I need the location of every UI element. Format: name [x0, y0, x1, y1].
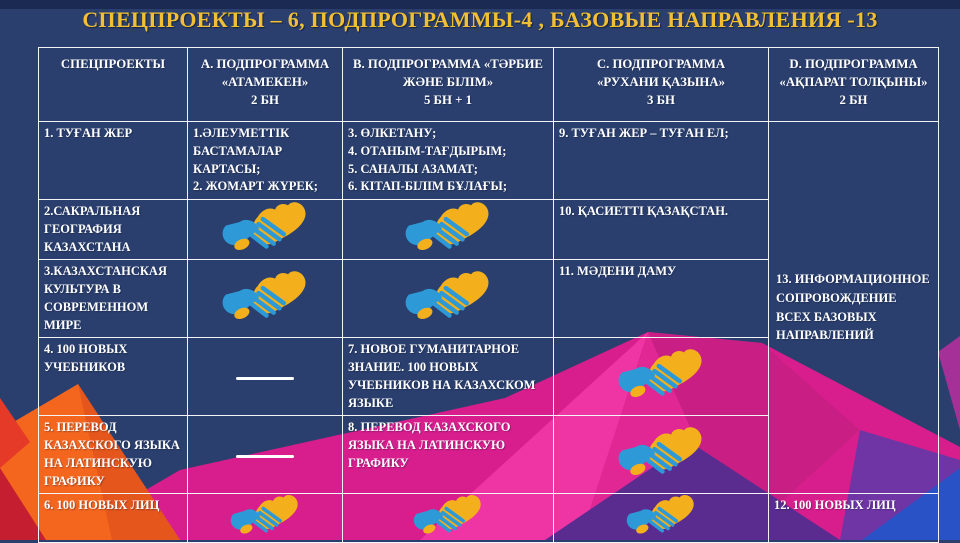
table-row: 3.КАЗАХСТАНСКАЯ КУЛЬТУРА В СОВРЕМЕННОМ М… [38, 259, 939, 339]
header-subprogram-c: С. ПОДПРОГРАММА «РУХАНИ ҚАЗЫНА» 3 БН [553, 47, 769, 122]
table-row: 1. ТУҒАН ЖЕР 1.ӘЛЕУМЕТТІК БАСТАМАЛАР КАР… [38, 120, 939, 495]
cell-tugan-zher: 1. ТУҒАН ЖЕР [38, 121, 188, 200]
cell-kasietti-kazakhstan: 10. ҚАСИЕТТІ ҚАЗАҚСТАН. [553, 198, 769, 261]
handshake-icon [229, 494, 301, 536]
projects-table: СПЕЦПРОЕКТЫ А. ПОДПРОГРАММА «АТАМЕКЕН» 2… [38, 47, 939, 543]
cell-handshake [187, 259, 343, 339]
header-subprogram-a: А. ПОДПРОГРАММА «АТАМЕКЕН» 2 БН [187, 47, 343, 122]
cell-handshake [187, 493, 343, 543]
handshake-icon [617, 348, 705, 400]
cell-sakralnaya-geografiya: 2.САКРАЛЬНАЯ ГЕОГРАФИЯ КАЗАХСТАНА [38, 198, 188, 261]
header-subprogram-d: D. ПОДПРОГРАММА «АҚПАРАТ ТОЛҚЫНЫ» 2 БН [768, 47, 939, 122]
cell-handshake [553, 337, 769, 417]
cell-dash [187, 337, 343, 417]
table-row: 4. 100 НОВЫХ УЧЕБНИКОВ 7. НОВОЕ ГУМАНИТА… [38, 337, 939, 417]
dash-icon [236, 376, 294, 380]
dash-icon [236, 454, 294, 458]
cell-12-100-novyh-lic: 12. 100 НОВЫХ ЛИЦ [768, 493, 939, 543]
cell-handshake [342, 259, 554, 339]
handshake-icon [625, 494, 697, 536]
header-row: СПЕЦПРОЕКТЫ А. ПОДПРОГРАММА «АТАМЕКЕН» 2… [38, 47, 939, 122]
table-row: 6. 100 НОВЫХ ЛИЦ 12. 100 НОВЫХ ЛИЦ [38, 493, 939, 543]
cell-handshake [342, 493, 554, 543]
cell-100-novyh-lic: 6. 100 НОВЫХ ЛИЦ [38, 493, 188, 543]
handshake-icon [617, 426, 705, 478]
cell-handshake [342, 198, 554, 261]
cell-handshake [553, 493, 769, 543]
cell-handshake [553, 415, 769, 495]
cell-olketanu-list: 3. ӨЛКЕТАНУ; 4. ОТАНЫМ-ТАҒДЫРЫМ; 5. САНА… [342, 121, 554, 200]
handshake-icon [404, 270, 492, 322]
header-subprogram-b: В. ПОДПРОГРАММА «ТӘРБИЕ ЖӘНЕ БІЛІМ» 5 БН… [342, 47, 554, 122]
cell-kazakh-kultura: 3.КАЗАХСТАНСКАЯ КУЛЬТУРА В СОВРЕМЕННОМ М… [38, 259, 188, 339]
header-specprojects: СПЕЦПРОЕКТЫ [38, 47, 188, 122]
table-row: 5. ПЕРЕВОД КАЗАХСКОГО ЯЗЫКА НА ЛАТИНСКУЮ… [38, 415, 939, 495]
cell-perevod-kazakh-latin: 8. ПЕРЕВОД КАЗАХСКОГО ЯЗЫКА НА ЛАТИНСКУЮ… [342, 415, 554, 495]
cell-tugan-zher-tugan-el: 9. ТУҒАН ЖЕР – ТУҒАН ЕЛ; [553, 121, 769, 200]
handshake-icon [404, 201, 492, 253]
cell-madeni-damu: 11. МӘДЕНИ ДАМУ [553, 259, 769, 339]
cell-novoe-gumanitarnoe-znanie: 7. НОВОЕ ГУМАНИТАРНОЕ ЗНАНИЕ. 100 НОВЫХ … [342, 337, 554, 417]
table-row: 2.САКРАЛЬНАЯ ГЕОГРАФИЯ КАЗАХСТАНА 10. ҚА… [38, 198, 939, 261]
handshake-icon [221, 201, 309, 253]
handshake-icon [221, 270, 309, 322]
cell-handshake [187, 198, 343, 261]
cell-100-novyh-uchebnikov: 4. 100 НОВЫХ УЧЕБНИКОВ [38, 337, 188, 417]
slide-title: СПЕЦПРОЕКТЫ – 6, ПОДПРОГРАММЫ-4 , БАЗОВЫ… [82, 7, 878, 32]
cell-dash [187, 415, 343, 495]
handshake-icon [412, 494, 484, 536]
cell-aleumettik: 1.ӘЛЕУМЕТТІК БАСТАМАЛАР КАРТАСЫ; 2. ЖОМА… [187, 121, 343, 200]
cell-perevod-latinskaya-grafika: 5. ПЕРЕВОД КАЗАХСКОГО ЯЗЫКА НА ЛАТИНСКУЮ… [38, 415, 188, 495]
cell-info-soprovozhdenie: 13. ИНФОРМАЦИОННОЕ СОПРОВОЖДЕНИЕ ВСЕХ БА… [768, 120, 939, 495]
